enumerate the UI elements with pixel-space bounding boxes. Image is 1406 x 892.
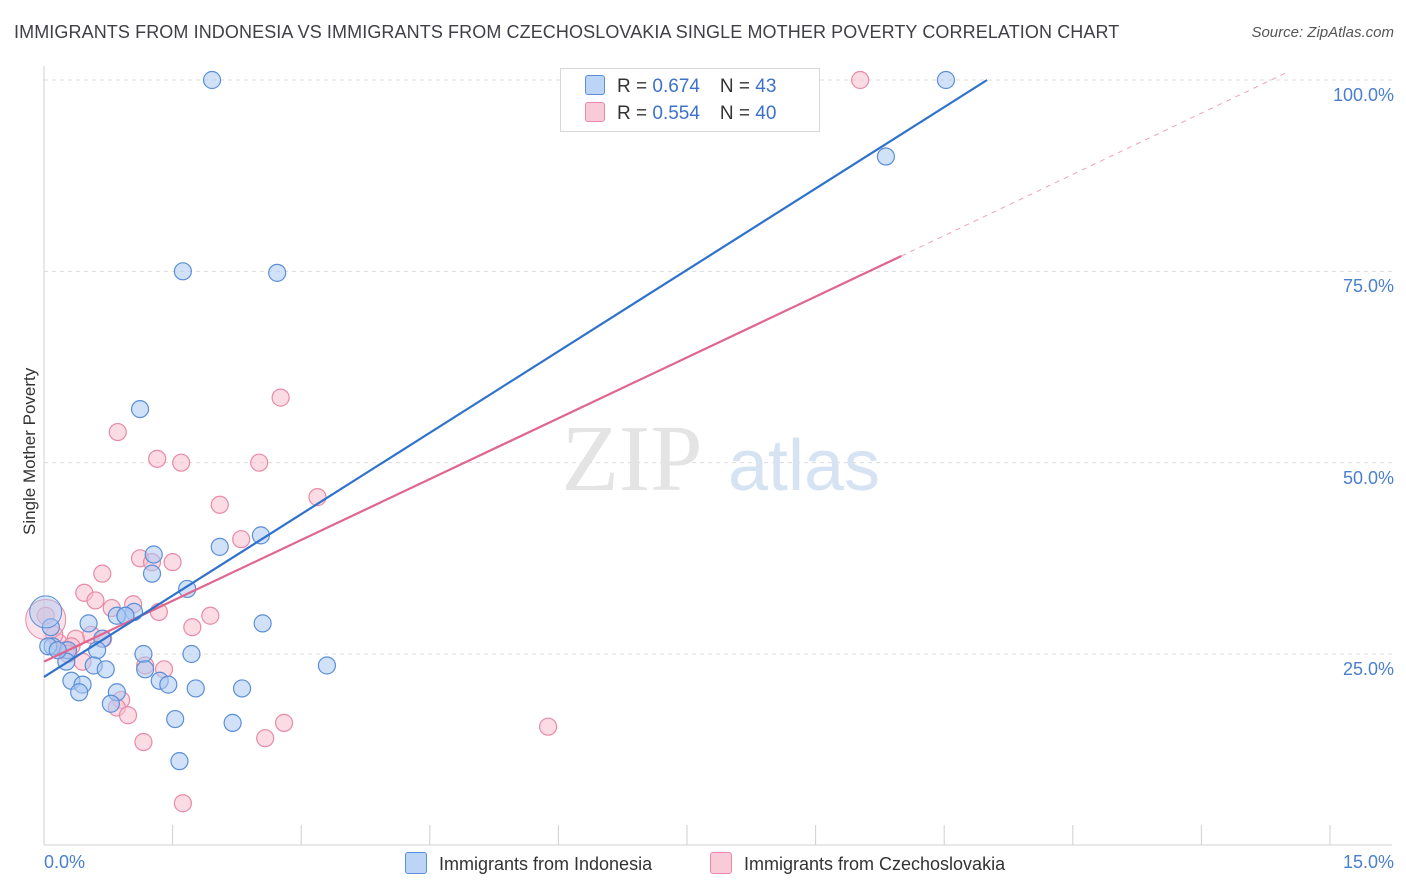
watermark-atlas: atlas [728,426,880,506]
indonesia-point [202,70,222,90]
czechoslovakia-swatch [585,102,605,122]
stats-legend: R = 0.674 N = 43 R = 0.554 N = 40 [560,68,820,132]
czechoslovakia-point [149,602,168,622]
czechoslovakia-point [86,591,105,610]
y-tick-label: 50.0% [1342,467,1394,488]
czechoslovakia-point [539,717,558,736]
x-tick-label-max: 15.0% [1342,852,1394,872]
legend-item-czechoslovakia: Immigrants from Czechoslovakia [710,852,1005,875]
czechoslovakia-point [271,388,290,407]
n-value-czechoslovakia: 40 [755,103,777,124]
czechoslovakia-point [274,713,294,732]
indonesia-point [876,147,896,166]
czechoslovakia-point [851,70,870,90]
indonesia-point [134,644,153,664]
indonesia-point [936,70,956,90]
indonesia-point [144,545,163,564]
indonesia-point [317,656,337,675]
indonesia-point [130,399,150,419]
legend-swatch-czechoslovakia [710,852,732,874]
trend-layer [43,71,1288,678]
grid-layer [43,66,1392,846]
indonesia-point [186,679,205,698]
indonesia-point [159,675,178,694]
indonesia-point [182,644,201,664]
series-indonesia-points [29,70,956,771]
indonesia-point [70,683,89,702]
y-tick-label: 100.0% [1332,85,1394,105]
indonesia-point [232,679,252,698]
legend-label-czechoslovakia: Immigrants from Czechoslovakia [744,854,1006,874]
indonesia-point [166,709,185,729]
y-tick-label: 75.0% [1342,276,1394,297]
czechoslovakia-point [148,449,167,468]
indonesia-point [96,660,115,679]
y-axis-label: Single Mother Poverty [20,367,39,535]
indonesia-point [170,752,189,771]
legend-swatch-indonesia [405,852,427,874]
czechoslovakia-point [108,422,127,442]
czechoslovakia-trend-line [43,255,902,663]
r-value-indonesia: 0.674 [652,76,700,97]
indonesia-point [223,713,242,732]
legend-label-indonesia: Immigrants from Indonesia [439,854,653,874]
indonesia-point [253,614,272,633]
indonesia-point [210,537,229,556]
czechoslovakia-point [256,729,275,748]
legend-item-indonesia: Immigrants from Indonesia [405,852,652,875]
czechoslovakia-point [210,495,229,514]
y-tick-label: 25.0% [1342,659,1394,679]
czechoslovakia-point [163,553,182,572]
indonesia-point [142,564,162,583]
indonesia-point [268,263,287,282]
indonesia-point [136,660,155,679]
czechoslovakia-point [232,530,251,549]
n-value-indonesia: 43 [755,76,777,97]
czechoslovakia-point [201,606,220,625]
czechoslovakia-point [250,453,269,472]
r-value-czechoslovakia: 0.554 [652,103,700,124]
czechoslovakia-point [173,794,192,813]
chart-title: IMMIGRANTS FROM INDONESIA VS IMMIGRANTS … [14,22,1120,42]
stats-row-czechoslovakia: R = 0.554 N = 40 [585,102,776,126]
chart-source: Source: ZipAtlas.com [1251,24,1394,41]
indonesia-point [173,262,192,281]
czechoslovakia-trend-extension [901,71,1288,257]
czechoslovakia-point [183,618,202,637]
watermark: ZIP atlas [562,407,881,511]
x-tick-label-min: 0.0% [44,852,86,872]
indonesia-cluster-point [29,595,63,629]
czechoslovakia-point [118,706,138,725]
czechoslovakia-point [134,732,153,752]
indonesia-point [79,614,98,633]
indonesia-trend-line [43,79,988,678]
czechoslovakia-point [93,564,112,583]
stats-row-indonesia: R = 0.674 N = 43 [585,75,776,99]
watermark-zip: ZIP [562,407,703,511]
czechoslovakia-point [172,453,191,472]
indonesia-swatch [585,75,605,95]
indonesia-point [101,694,120,713]
